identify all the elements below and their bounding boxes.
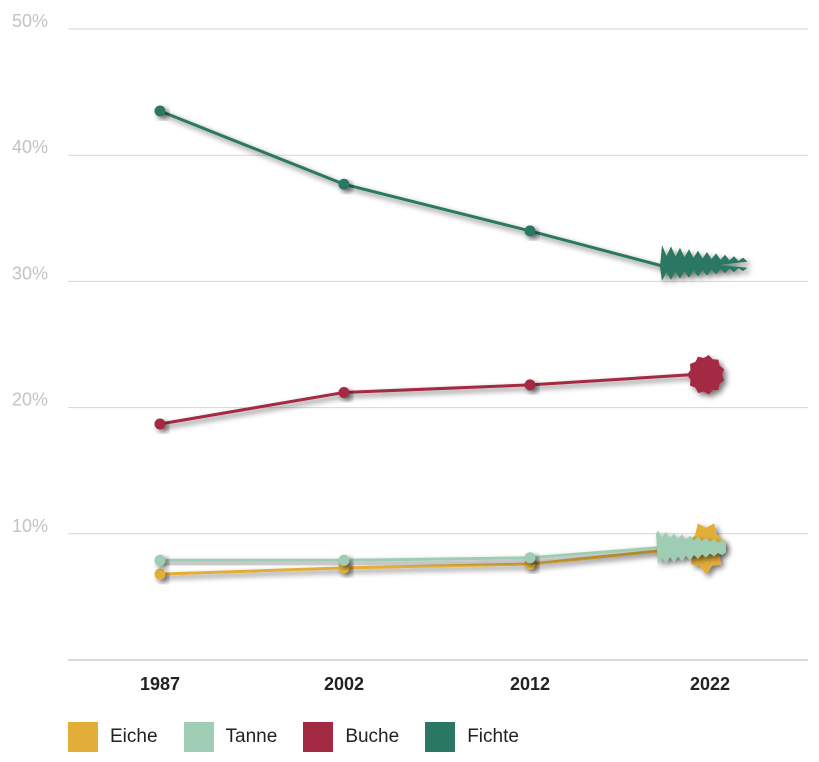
series-eiche	[154, 523, 725, 580]
data-point-buche-1987	[154, 418, 166, 430]
legend-swatch-eiche	[68, 722, 98, 752]
legend-item-buche: Buche	[303, 722, 399, 752]
legend-label-tanne: Tanne	[225, 726, 278, 747]
series-line-buche	[159, 373, 691, 426]
legend-item-tanne: Tanne	[183, 722, 278, 752]
series-line-eiche	[159, 546, 691, 576]
spruce-tree-icon	[660, 244, 748, 281]
series-tanne	[154, 530, 726, 566]
legend-item-eiche: Eiche	[68, 722, 158, 752]
series-buche	[154, 355, 725, 430]
data-point-tanne-2012	[524, 552, 536, 564]
x-tick-label-2002: 2002	[324, 674, 364, 694]
y-tick-label-40: 40%	[12, 137, 48, 157]
data-point-eiche-1987	[154, 568, 166, 580]
series-line-fichte	[159, 109, 671, 270]
x-tick-label-1987: 1987	[140, 674, 180, 694]
data-point-fichte-2002	[338, 178, 350, 190]
legend-swatch-fichte	[425, 722, 456, 752]
beech-leaf-icon	[687, 355, 725, 395]
data-point-buche-2012	[524, 379, 536, 391]
data-point-fichte-1987	[154, 105, 166, 117]
gridlines	[68, 28, 808, 661]
y-tick-label-10: 10%	[12, 516, 48, 536]
y-tick-label-50: 50%	[12, 11, 48, 31]
series-line-tanne	[160, 546, 661, 562]
series-lines	[154, 105, 748, 580]
legend-item-fichte: Fichte	[425, 722, 519, 752]
legend-label-eiche: Eiche	[110, 726, 158, 747]
data-point-buche-2002	[338, 386, 350, 398]
fir-tree-icon	[656, 530, 726, 565]
legend: Eiche Tanne Buche Fichte	[68, 721, 545, 753]
legend-label-fichte: Fichte	[467, 726, 519, 747]
series-fichte	[154, 105, 748, 281]
legend-swatch-tanne	[183, 722, 214, 752]
legend-swatch-buche	[303, 722, 334, 752]
x-tick-label-2022: 2022	[690, 674, 730, 694]
y-tick-label-20: 20%	[12, 390, 48, 410]
data-point-tanne-2002	[338, 554, 350, 566]
data-point-tanne-1987	[154, 554, 166, 566]
x-tick-label-2012: 2012	[510, 674, 550, 694]
y-axis-ticks: 10% 20% 30% 40% 50%	[12, 11, 48, 536]
data-point-eiche-2002	[338, 562, 350, 574]
x-axis-ticks: 1987 2002 2012 2022	[140, 674, 730, 694]
legend-label-buche: Buche	[345, 726, 400, 747]
data-point-fichte-2012	[524, 225, 536, 237]
y-tick-label-30: 30%	[12, 263, 48, 283]
